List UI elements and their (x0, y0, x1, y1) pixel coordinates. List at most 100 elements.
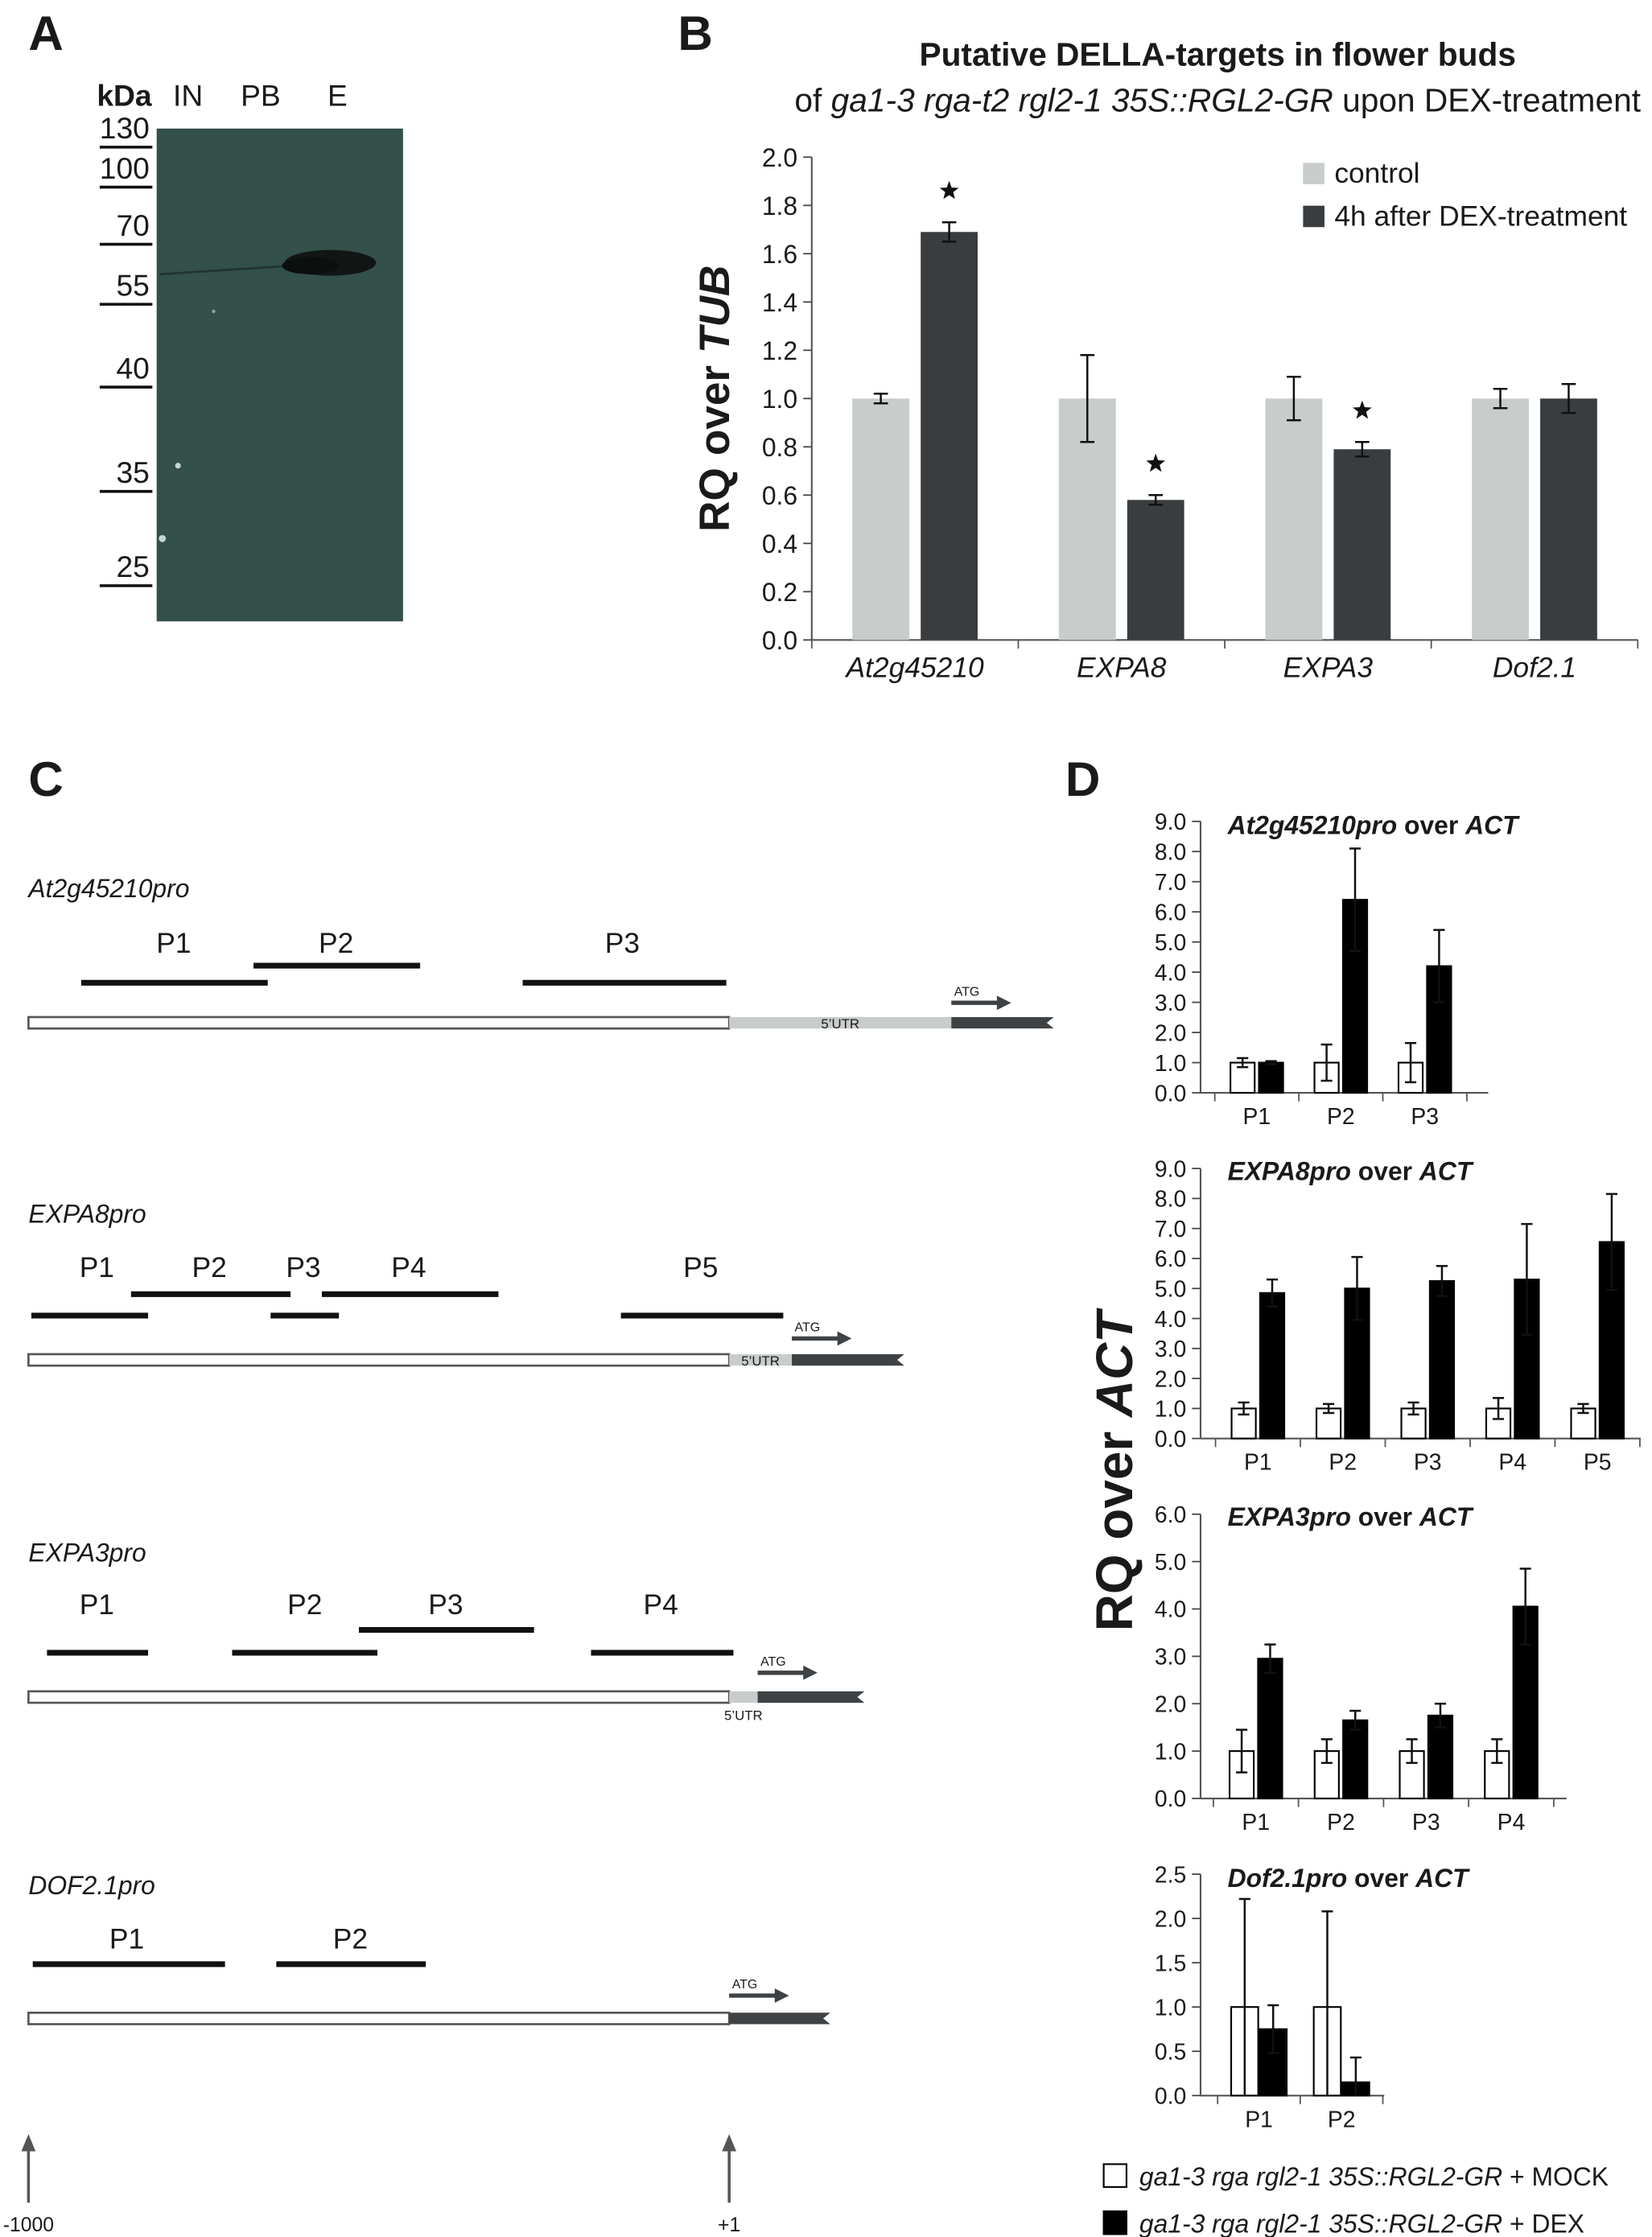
start-arrowhead (774, 1988, 789, 2003)
error-bar (1492, 1397, 1505, 1420)
y-tick-label: 1.0 (1155, 1739, 1186, 1765)
blot-speck (175, 463, 181, 469)
error-bar (1264, 1643, 1276, 1675)
text-part: ga1-3 rga rgl2-1 35S::RGL2-GR (1139, 2162, 1502, 2191)
x-tick-label: P2 (1328, 2107, 1356, 2132)
position-label: -1000 (3, 2214, 54, 2236)
y-tick-label: 0.0 (1155, 2083, 1186, 2109)
bar (1259, 1292, 1286, 1440)
error-bar (873, 393, 888, 405)
lane-label: PB (241, 78, 281, 112)
y-tick-label: 3.0 (1155, 991, 1186, 1016)
x-tick-label: P5 (1584, 1450, 1612, 1476)
error-bar (1351, 1255, 1363, 1321)
start-codon-label: ATG (760, 1655, 786, 1669)
promoter-map: EXPA3pro 5’UTR ATG P1 P2 P3 P4 (27, 1538, 865, 1723)
y-tick-label: 9.0 (1155, 810, 1186, 835)
x-tick-label: EXPA8 (1077, 651, 1167, 683)
error-bar (1349, 847, 1362, 953)
significance-star (1352, 400, 1372, 419)
y-tick-label: 3.0 (1155, 1337, 1186, 1362)
primer-label: P1 (80, 1588, 114, 1621)
y-tick-label: 2.0 (1155, 1691, 1186, 1717)
y-tick-label: 2.0 (1155, 1906, 1186, 1932)
y-tick-label: 8.0 (1155, 839, 1186, 865)
error-bar (1491, 1738, 1503, 1765)
utr-label: 5’UTR (821, 1016, 859, 1032)
y-tick-label: 1.2 (762, 336, 797, 365)
y-tick-label: 0.0 (1155, 1427, 1186, 1452)
legend-label: 4h after DEX-treatment (1334, 200, 1627, 232)
blot-unit: kDa (97, 78, 151, 112)
error-bar (1237, 1057, 1249, 1069)
text-part: RQ over (1086, 1417, 1143, 1631)
text-part: + DEX (1502, 2210, 1584, 2237)
y-tick-label: 7.0 (1155, 870, 1186, 896)
text-part: ACT (1415, 1864, 1470, 1893)
position-arrowhead (21, 2134, 36, 2152)
y-tick-label: 0.4 (762, 529, 797, 558)
legend-swatch (1303, 163, 1324, 185)
text-part: + MOCK (1502, 2162, 1609, 2191)
gene-name: EXPA3pro (28, 1538, 146, 1567)
start-arrowhead (837, 1331, 852, 1346)
significance-star (1146, 453, 1166, 472)
bar (1472, 398, 1529, 641)
error-bar (1349, 1709, 1362, 1731)
promoter-region (27, 1690, 731, 1704)
bar (1427, 1714, 1454, 1800)
text-part: EXPA8pro (1228, 1156, 1351, 1185)
text-part: upon DEX-treatment (1333, 81, 1642, 118)
y-tick-label: 1.4 (762, 288, 797, 317)
error-bar (1320, 1043, 1333, 1082)
error-bar (1354, 441, 1370, 458)
x-tick-label: P1 (1245, 2107, 1273, 2132)
error-bar (1561, 383, 1576, 414)
error-bar (1235, 1728, 1248, 1774)
utr-label: 5’UTR (741, 1353, 780, 1369)
x-tick-label: P3 (1414, 1450, 1442, 1476)
primer-label: P2 (192, 1251, 227, 1283)
x-tick-label: EXPA3 (1283, 651, 1374, 683)
primer-label: P1 (80, 1251, 114, 1283)
blot-streak (159, 264, 292, 276)
y-tick-label: 1.8 (762, 192, 797, 220)
error-bar (1287, 376, 1301, 422)
legend-swatch (1102, 2210, 1127, 2235)
error-bar (1434, 1703, 1447, 1728)
error-bar (1433, 929, 1445, 1003)
promoter-region (27, 2011, 731, 2025)
error-bar (1148, 494, 1164, 506)
text-part: of (794, 81, 830, 118)
utr-region (729, 1691, 758, 1703)
x-tick-label: P1 (1243, 1104, 1271, 1130)
text-part: RQ over (691, 353, 739, 532)
marker-label: 100 (100, 151, 150, 185)
legend-swatch (1303, 205, 1324, 228)
x-tick-label: Dof2.1 (1493, 651, 1576, 683)
error-bar (1605, 1193, 1617, 1292)
bar (1540, 398, 1597, 641)
y-tick-label: 6.0 (1155, 1502, 1186, 1528)
bar-chart: 0.0 1.0 2.0 3.0 4.0 5.0 6.0 7.0 8.0 9.0 P1 P2 P3 At2g… (1155, 810, 1520, 1130)
error-bar (1577, 1403, 1589, 1415)
legend-label: ga1-3 rga rgl2-1 35S::RGL2-GR + MOCK (1139, 2162, 1609, 2191)
promoter-map: EXPA8pro 5’UTR ATG P1 P2 P3 P4 P5 (27, 1200, 904, 1369)
y-tick-label: 2.5 (1155, 1862, 1186, 1888)
primer-label: P2 (287, 1588, 322, 1621)
bar (1342, 1719, 1369, 1800)
error-bar (1407, 1401, 1419, 1416)
position-label: +1 (718, 2214, 740, 2236)
y-tick-label: 0.5 (1155, 2039, 1186, 2065)
gene-name: At2g45210pro (27, 874, 189, 903)
legend-label: control (1334, 157, 1419, 189)
start-arrowhead (996, 995, 1011, 1011)
y-tick-label: 9.0 (1155, 1156, 1186, 1182)
start-arrowhead (803, 1665, 818, 1680)
primer-label: P3 (605, 927, 640, 959)
chart-title: Dof2.1pro over ACT (1228, 1864, 1471, 1893)
western-blot (156, 128, 403, 622)
chart-title: Putative DELLA-targets in flower buds (919, 36, 1516, 73)
chart-title: EXPA3pro over ACT (1228, 1502, 1474, 1531)
